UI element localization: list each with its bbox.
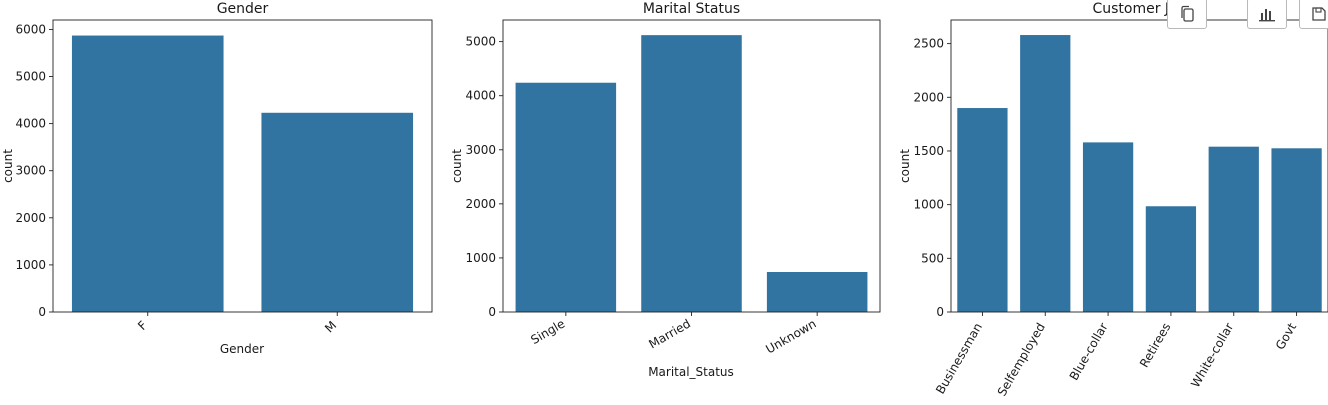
bar-businessman bbox=[957, 108, 1008, 312]
x-tick-label: Selfemployed bbox=[995, 321, 1048, 399]
bar-m bbox=[261, 112, 414, 312]
chart-button[interactable] bbox=[1247, 0, 1287, 29]
x-tick-label: White-collar bbox=[1188, 320, 1236, 390]
y-tick-label: 2000 bbox=[465, 197, 496, 211]
bar-govt bbox=[1271, 148, 1322, 312]
y-tick-label: 0 bbox=[38, 305, 46, 319]
y-tick-label: 4000 bbox=[465, 89, 496, 103]
chart-panel-1: 0 1000 2000 3000 4000 5000 6000 F M Gender Gender c… bbox=[1, 1, 433, 356]
bar-selfemployed bbox=[1020, 35, 1071, 312]
y-tick-label: 6000 bbox=[15, 22, 46, 36]
y-tick-label: 5000 bbox=[15, 70, 46, 84]
y-tick-label: 2000 bbox=[15, 211, 46, 225]
bar-single bbox=[515, 82, 617, 312]
x-tick-label: Businessman bbox=[933, 321, 985, 397]
x-tick-label: Govt bbox=[1273, 320, 1299, 352]
x-tick-label: M bbox=[322, 318, 339, 335]
chart-title: Customer Job bbox=[1092, 1, 1186, 17]
x-tick-label: F bbox=[135, 318, 150, 333]
y-axis-label: count bbox=[898, 149, 912, 183]
bar-f bbox=[71, 35, 224, 312]
bar-retirees bbox=[1145, 206, 1197, 312]
y-tick-label: 0 bbox=[936, 305, 944, 319]
y-tick-label: 4000 bbox=[15, 117, 46, 131]
x-axis-label: Gender bbox=[220, 342, 264, 356]
chart-panel-2: 0 1000 2000 3000 4000 5000 Single Married Unknow… bbox=[450, 1, 881, 379]
y-tick-label: 0 bbox=[488, 305, 496, 319]
y-tick-label: 3000 bbox=[15, 164, 46, 178]
x-tick-label: Married bbox=[646, 316, 693, 351]
bar-unknown bbox=[766, 271, 868, 312]
x-axis-label: Marital_Status bbox=[648, 365, 734, 379]
y-tick-label: 2000 bbox=[913, 90, 944, 104]
chart-panel-3: 0 500 1000 1500 2000 2500 Businessman Selfemplo… bbox=[898, 1, 1328, 399]
x-tick-label: Blue-collar bbox=[1067, 320, 1111, 382]
y-tick-label: 500 bbox=[921, 251, 944, 265]
save-button[interactable] bbox=[1299, 0, 1328, 29]
x-tick-label: Unknown bbox=[763, 316, 818, 356]
chart-title: Gender bbox=[217, 1, 269, 17]
y-tick-label: 3000 bbox=[465, 143, 496, 157]
y-tick-label: 5000 bbox=[465, 35, 496, 49]
copy-button[interactable] bbox=[1167, 0, 1207, 29]
axes-frame bbox=[950, 19, 1328, 313]
y-tick-label: 1000 bbox=[465, 251, 496, 265]
x-tick-label: Retirees bbox=[1137, 321, 1174, 370]
save-icon bbox=[1312, 6, 1326, 21]
copy-icon bbox=[1181, 5, 1194, 22]
axes-frame bbox=[52, 19, 433, 313]
y-tick-label: 1000 bbox=[15, 258, 46, 272]
bar-chart-icon bbox=[1259, 8, 1275, 21]
chart-title: Marital Status bbox=[643, 1, 740, 17]
y-axis-label: count bbox=[1, 149, 15, 183]
y-tick-label: 2500 bbox=[913, 37, 944, 51]
bar-married bbox=[641, 35, 742, 312]
y-tick-label: 1000 bbox=[913, 198, 944, 212]
bar-white-collar bbox=[1208, 146, 1259, 312]
bar-blue-collar bbox=[1082, 142, 1134, 312]
x-tick-label: Single bbox=[528, 316, 567, 347]
y-tick-label: 1500 bbox=[913, 144, 944, 158]
y-axis-label: count bbox=[450, 149, 464, 183]
